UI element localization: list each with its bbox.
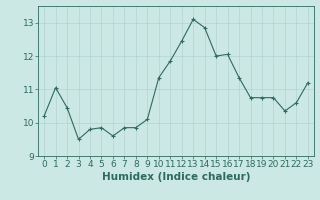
X-axis label: Humidex (Indice chaleur): Humidex (Indice chaleur) — [102, 172, 250, 182]
